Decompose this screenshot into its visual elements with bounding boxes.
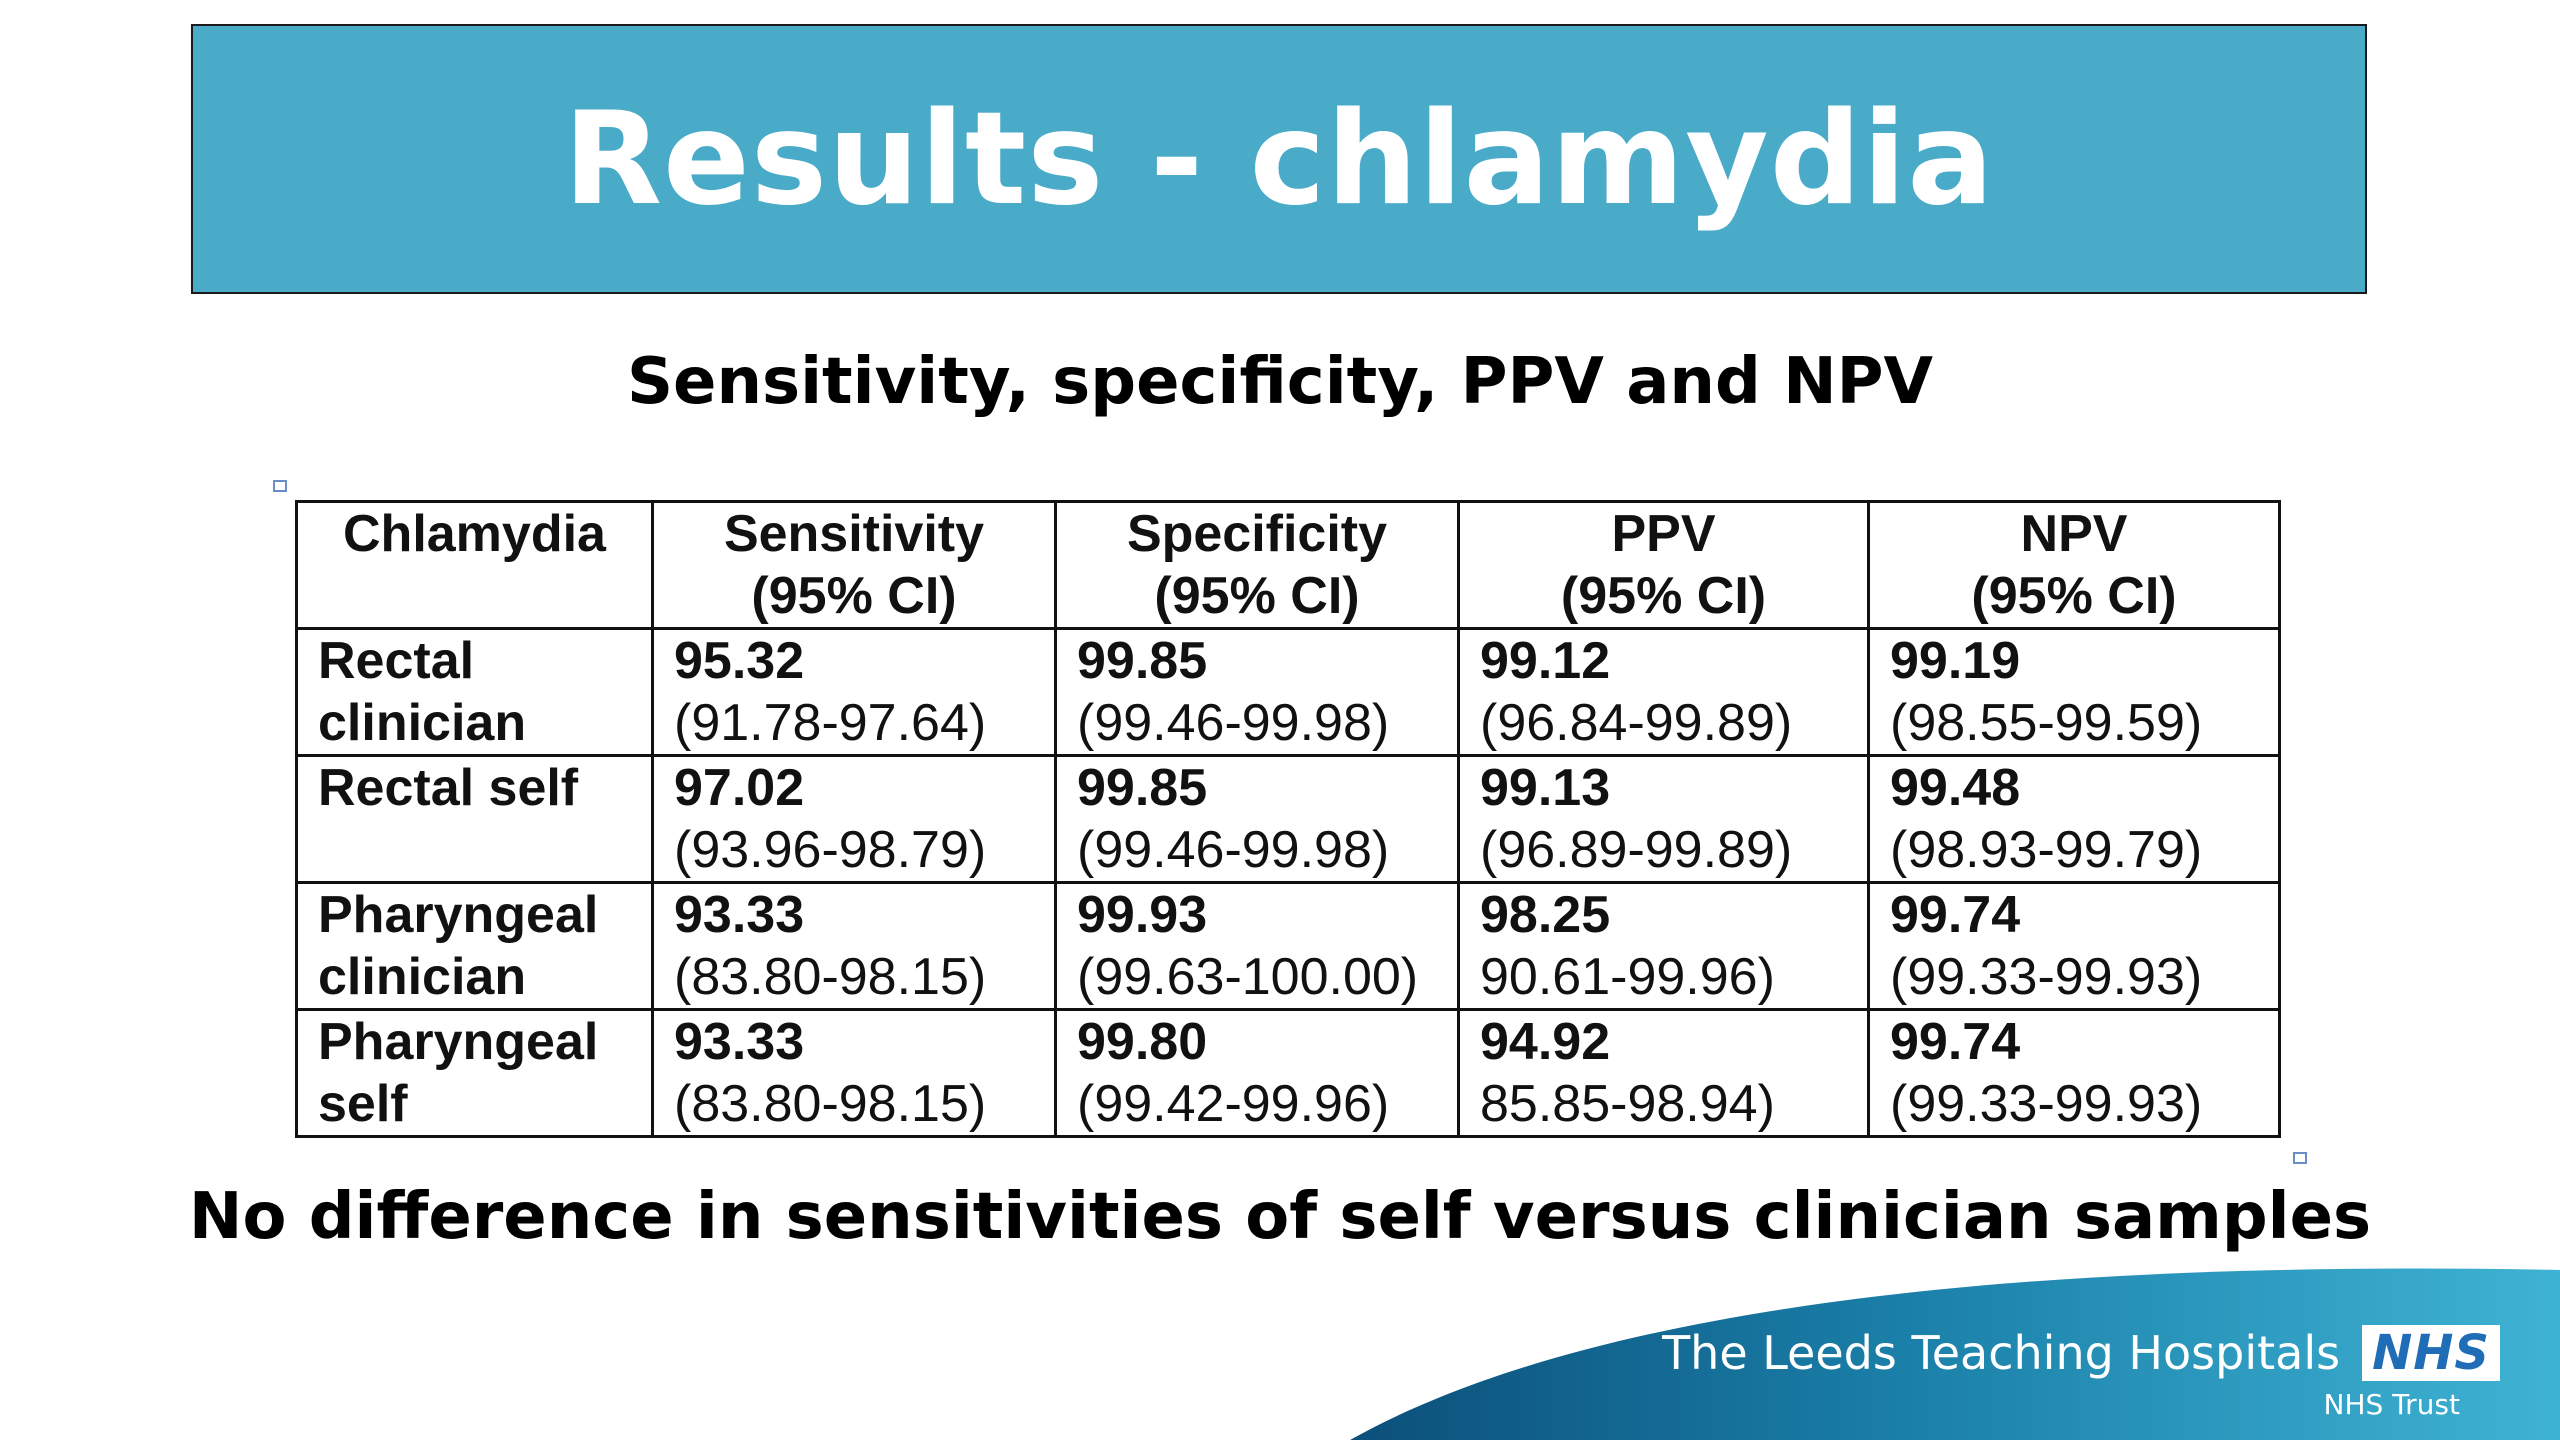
slide-title: Results - chlamydia [563, 84, 1995, 234]
row-label: Pharyngeal self [318, 1013, 599, 1133]
table-header-row: Chlamydia Sensitivity (95% CI) Specifici… [295, 500, 2281, 630]
cell-ci: (83.80-98.15) [674, 948, 987, 1006]
footer-swoosh [1350, 1268, 2560, 1440]
table-cell: 99.93 (99.63-100.00) [1054, 881, 1460, 1011]
table-cell: 99.74 (99.33-99.93) [1867, 1008, 2281, 1138]
header-chlamydia: Chlamydia [295, 500, 654, 630]
table-anchor-marker [273, 480, 287, 492]
footer-brand: The Leeds Teaching Hospitals NHS [1662, 1325, 2500, 1381]
header-line2: (95% CI) [1560, 567, 1767, 625]
header-npv: NPV (95% CI) [1867, 500, 2281, 630]
header-specificity: Specificity (95% CI) [1054, 500, 1460, 630]
table-cell: 99.12 (96.84-99.89) [1457, 627, 1870, 757]
header-line1: Sensitivity [723, 505, 985, 563]
row-label-cell: Rectal clinician [295, 627, 654, 757]
header-line1: NPV [2020, 505, 2128, 563]
cell-value: 99.80 [1077, 1013, 1208, 1071]
table-cell: 99.13 (96.89-99.89) [1457, 754, 1870, 884]
header-line2: (95% CI) [1154, 567, 1360, 625]
header-line2: (95% CI) [751, 567, 957, 625]
table-cell: 93.33 (83.80-98.15) [651, 1008, 1057, 1138]
cell-value: 99.74 [1890, 1013, 2021, 1071]
table-cell: 99.74 (99.33-99.93) [1867, 881, 2281, 1011]
row-label-cell: Pharyngeal clinician [295, 881, 654, 1011]
table-row: Rectal self 97.02 (93.96-98.79) 99.85 (99.… [295, 754, 2281, 884]
cell-ci: (98.55-99.59) [1890, 694, 2203, 752]
table-resize-marker [2293, 1152, 2307, 1164]
cell-ci: (96.89-99.89) [1480, 821, 1793, 879]
table-cell: 98.25 90.61-99.96) [1457, 881, 1870, 1011]
cell-value: 99.48 [1890, 759, 2021, 817]
table-row: Pharyngeal clinician 93.33 (83.80-98.15) … [295, 881, 2281, 1011]
header-line2: (95% CI) [1971, 567, 2177, 625]
table-cell: 93.33 (83.80-98.15) [651, 881, 1057, 1011]
cell-ci: (99.33-99.93) [1890, 1075, 2203, 1133]
results-table: Chlamydia Sensitivity (95% CI) Specifici… [295, 500, 2281, 1138]
row-label-cell: Rectal self [295, 754, 654, 884]
cell-value: 99.85 [1077, 759, 1208, 817]
cell-ci: (96.84-99.89) [1480, 694, 1793, 752]
cell-ci: (99.63-100.00) [1077, 948, 1419, 1006]
table-row: Rectal clinician 95.32 (91.78-97.64) 99.8… [295, 627, 2281, 757]
row-label: Rectal self [318, 759, 579, 817]
title-banner: Results - chlamydia [191, 24, 2367, 294]
cell-ci: 85.85-98.94) [1480, 1075, 1775, 1133]
results-table-container: Chlamydia Sensitivity (95% CI) Specifici… [273, 480, 2307, 1164]
table-cell: 99.80 (99.42-99.96) [1054, 1008, 1460, 1138]
organisation-name: The Leeds Teaching Hospitals [1662, 1326, 2341, 1380]
cell-ci: (91.78-97.64) [674, 694, 987, 752]
nhs-logo: NHS [2362, 1325, 2500, 1381]
table-cell: 99.85 (99.46-99.98) [1054, 754, 1460, 884]
table-cell: 95.32 (91.78-97.64) [651, 627, 1057, 757]
table-cell: 97.02 (93.96-98.79) [651, 754, 1057, 884]
cell-ci: (99.42-99.96) [1077, 1075, 1390, 1133]
cell-value: 99.12 [1480, 632, 1611, 690]
table-cell: 94.92 85.85-98.94) [1457, 1008, 1870, 1138]
header-ppv: PPV (95% CI) [1457, 500, 1870, 630]
trust-label: NHS Trust [2323, 1388, 2461, 1421]
cell-value: 94.92 [1480, 1013, 1611, 1071]
cell-ci: (98.93-99.79) [1890, 821, 2203, 879]
header-sensitivity: Sensitivity (95% CI) [651, 500, 1057, 630]
cell-ci: 90.61-99.96) [1480, 948, 1775, 1006]
header-line1: PPV [1611, 505, 1716, 563]
cell-value: 99.85 [1077, 632, 1208, 690]
cell-value: 93.33 [674, 1013, 805, 1071]
table-row: Pharyngeal self 93.33 (83.80-98.15) 99.80… [295, 1008, 2281, 1138]
cell-value: 98.25 [1480, 886, 1611, 944]
cell-ci: (93.96-98.79) [674, 821, 987, 879]
cell-ci: (99.46-99.98) [1077, 821, 1390, 879]
cell-value: 99.93 [1077, 886, 1208, 944]
row-label: Pharyngeal clinician [318, 886, 599, 1006]
cell-ci: (99.33-99.93) [1890, 948, 2203, 1006]
table-cell: 99.48 (98.93-99.79) [1867, 754, 2281, 884]
table-cell: 99.85 (99.46-99.98) [1054, 627, 1460, 757]
table-cell: 99.19 (98.55-99.59) [1867, 627, 2281, 757]
cell-value: 97.02 [674, 759, 805, 817]
cell-value: 99.19 [1890, 632, 2021, 690]
cell-ci: (83.80-98.15) [674, 1075, 987, 1133]
row-label: Rectal clinician [318, 632, 527, 752]
slide-subtitle: Sensitivity, specificity, PPV and NPV [626, 345, 1934, 419]
header-line1: Chlamydia [343, 505, 606, 563]
cell-ci: (99.46-99.98) [1077, 694, 1390, 752]
row-label-cell: Pharyngeal self [295, 1008, 654, 1138]
cell-value: 93.33 [674, 886, 805, 944]
cell-value: 99.13 [1480, 759, 1611, 817]
conclusion-text: No difference in sensitivities of self v… [188, 1180, 2372, 1254]
cell-value: 95.32 [674, 632, 805, 690]
header-line1: Specificity [1126, 505, 1388, 563]
cell-value: 99.74 [1890, 886, 2021, 944]
